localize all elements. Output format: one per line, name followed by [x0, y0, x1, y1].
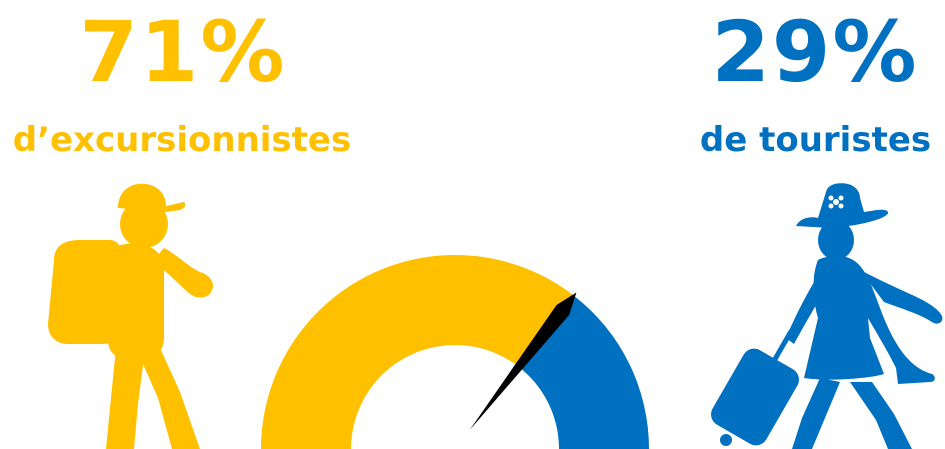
tourists-label: de touristes [699, 120, 932, 160]
hiker-icon [48, 183, 214, 449]
tourist-icon [711, 183, 943, 449]
excursionists-label: d’excursionnistes [12, 120, 352, 160]
tourists-percent: 29% [711, 3, 919, 101]
excursionists-percent: 71% [79, 3, 287, 101]
flower-icon [828, 195, 844, 209]
gauge-segment-excursionists [261, 255, 574, 449]
gauge-chart [261, 255, 649, 449]
gauge-needle [469, 292, 577, 431]
